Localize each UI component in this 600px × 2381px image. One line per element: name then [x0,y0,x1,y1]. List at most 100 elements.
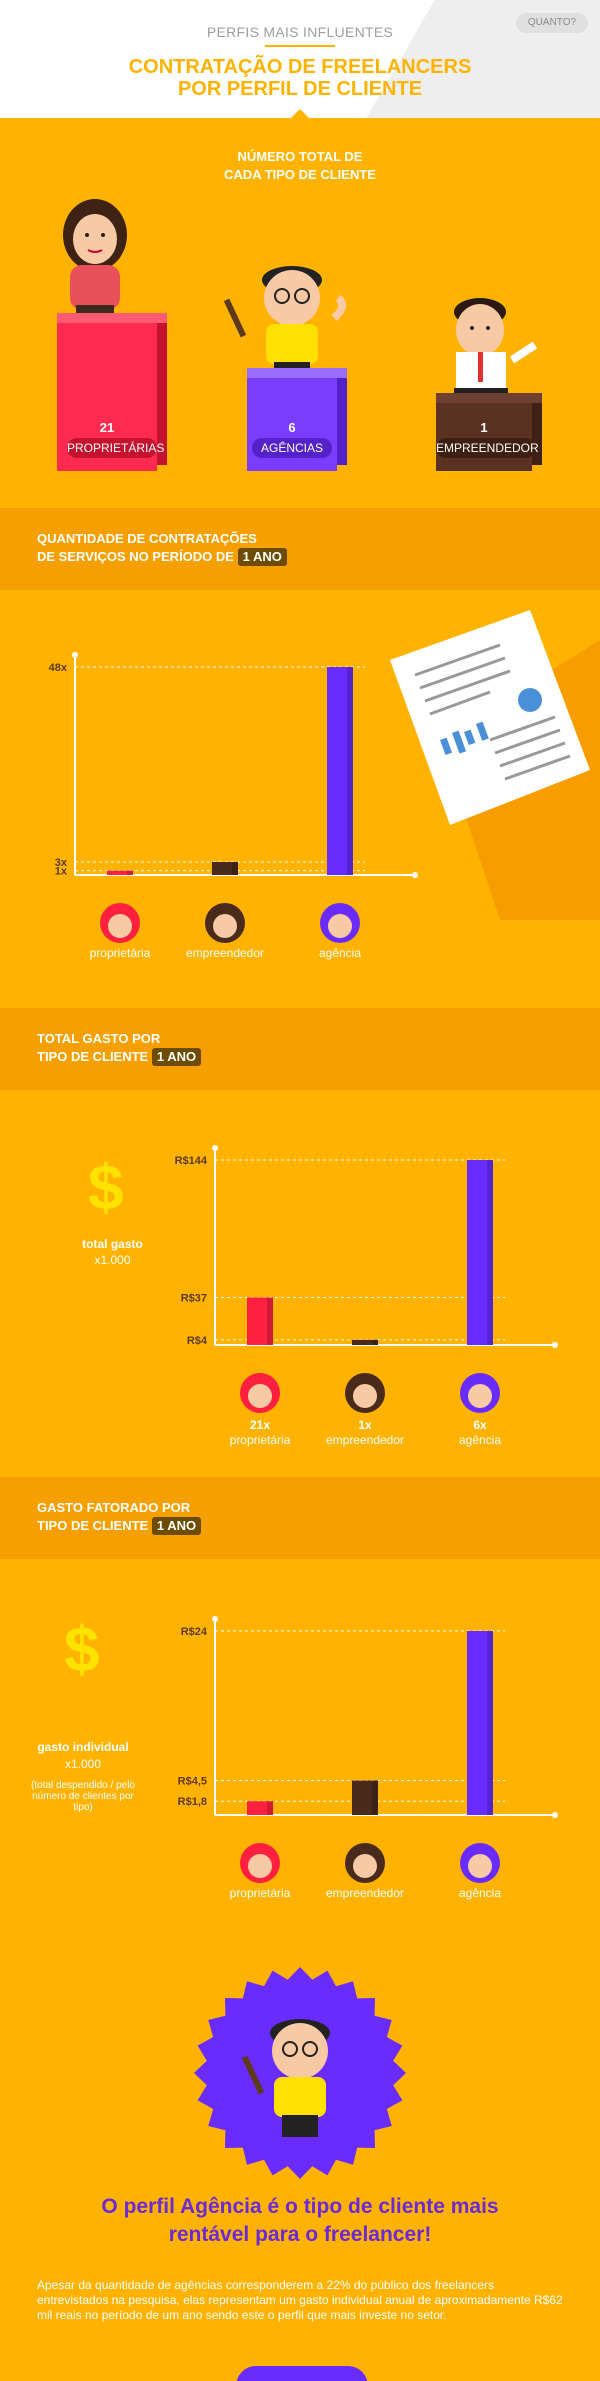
totals-title-line2: CADA TIPO DE CLIENTE [224,167,376,182]
y-tick-label: R$24 [181,1626,208,1638]
bar-1 [247,1297,273,1345]
category-label: proprietária [230,1433,291,1447]
avatar-face [108,914,132,938]
bar-2 [352,1339,378,1345]
billed-side-label: gasto individual [37,1740,129,1754]
bar-1 [107,870,133,875]
billed-title-line1: GASTO FATORADO POR [37,1500,191,1515]
y-tick-label: R$37 [181,1292,207,1304]
billed-title: GASTO FATORADO POR TIPO DE CLIENTE 1 ANO [37,1499,202,1535]
page-title-line1: CONTRATAÇÃO DE FREELANCERS [128,56,472,78]
agencias-count: 6 [288,420,296,435]
agencias-label: AGÊNCIAS [252,438,332,458]
bar-2 [212,862,238,875]
bar-shade [487,1631,493,1815]
y-tick-label: R$4 [187,1335,208,1347]
bar-2 [352,1780,378,1815]
contracts-period-pill: 1 ANO [237,548,287,566]
bar-shade [267,1801,273,1815]
bar-shade [347,667,353,875]
spent-band: TOTAL GASTO POR TIPO DE CLIENTE 1 ANO [0,1008,600,1090]
contracts-title: QUANTIDADE DE CONTRATAÇÕES DE SERVIÇOS N… [37,530,287,566]
bar-1 [247,1801,273,1815]
axis-end-dot [212,1145,218,1151]
dollar-icon: $ [88,1151,124,1223]
bar-3 [467,1160,493,1345]
category-label: empreendedor [326,1433,404,1447]
bar-shade [267,1297,273,1345]
spent-side-label: total gasto [82,1237,143,1251]
multiplier-label: 1x [358,1418,372,1432]
bar-shade [487,1160,493,1345]
avatar-face [353,1854,377,1878]
category-label: proprietária [90,946,151,960]
y-tick-label: 1x [55,866,68,878]
empreendedor-label: EMPREENDEDOR [436,438,539,458]
conclusion-body: Apesar da quantidade de agências corresp… [37,2278,563,2322]
spent-title-line2: TIPO DE CLIENTE [37,1049,149,1064]
y-tick-label: R$144 [175,1155,208,1167]
category-label: proprietária [230,1886,291,1900]
avatar-face [468,1384,492,1408]
axis-end-dot [552,1812,558,1818]
spent-title-line1: TOTAL GASTO POR [37,1031,161,1046]
conclusion-headline-line1: O perfil Agência é o tipo de cliente mai… [101,2195,499,2218]
header: PERFIS MAIS INFLUENTES CONTRATAÇÃO DE FR… [0,0,600,118]
conclusion-headline: O perfil Agência é o tipo de cliente mai… [0,2193,600,2249]
page-title: CONTRATAÇÃO DE FREELANCERS POR PERFIL DE… [0,56,600,100]
header-rule [265,45,335,47]
category-label: agência [459,1433,501,1447]
billed-chart-svg: R$24 R$4,5 R$1,8 proprietária empreendedor ag… [178,1616,558,1900]
y-tick-label: R$1,8 [178,1796,207,1808]
proprietarias-count: 21 [99,420,115,435]
axis-end-dot [212,1616,218,1622]
category-label: agência [459,1886,501,1900]
bar-shade [372,1339,378,1345]
report-illustration [390,610,600,920]
y-tick-label: R$4,5 [178,1776,207,1788]
billed-period-pill: 1 ANO [151,1517,202,1535]
category-label: agência [319,946,361,960]
agencia-badge [194,1967,406,2179]
empreendedor-block [436,393,542,471]
share-button[interactable] [236,2366,368,2381]
y-tick-label: 48x [49,662,68,674]
billed-side-sub: x1.000 [64,1757,102,1771]
multiplier-label: 6x [473,1418,487,1432]
category-label: empreendedor [186,946,264,960]
axis-end-dot [72,652,78,658]
bar-shade [232,862,238,875]
avatar-face [248,1854,272,1878]
totals-title: NÚMERO TOTAL DE CADA TIPO DE CLIENTE [0,148,600,184]
empreendedor-count: 1 [480,420,488,435]
billed-title-line2: TIPO DE CLIENTE [37,1518,149,1533]
y-tick-label: 3x [55,857,68,869]
avatar-face [353,1384,377,1408]
contracts-band: QUANTIDADE DE CONTRATAÇÕES DE SERVIÇOS N… [0,508,600,590]
conclusion-headline-line2: rentável para o freelancer! [168,2223,432,2246]
axis-end-dot [552,1342,558,1348]
billed-side-note: (total despendido / pelo número de clien… [31,1780,135,1813]
bar-shade [372,1780,378,1815]
spent-period-pill: 1 ANO [151,1048,202,1066]
quanto-button[interactable]: QUANTO? [516,13,588,33]
contracts-title-line2-row: DE SERVIÇOS NO PERÍODO DE 1 ANO [37,548,287,566]
contracts-title-line1: QUANTIDADE DE CONTRATAÇÕES [37,531,257,546]
bar-3 [327,667,353,875]
spent-title: TOTAL GASTO POR TIPO DE CLIENTE 1 ANO [37,1030,202,1066]
spent-side-sub: x1.000 [94,1253,131,1267]
bar-3 [467,1631,493,1815]
proprietarias-label: PROPRIETÁRIAS [67,438,164,458]
totals-title-line1: NÚMERO TOTAL DE [237,149,363,164]
billed-band: GASTO FATORADO POR TIPO DE CLIENTE 1 ANO [0,1477,600,1559]
empreendedor-illustration [454,298,538,408]
dollar-icon: $ [64,1613,100,1685]
avatar-face [468,1854,492,1878]
billed-title-line2-row: TIPO DE CLIENTE 1 ANO [37,1517,202,1535]
avatar-face [328,914,352,938]
avatar-face [248,1384,272,1408]
multiplier-label: 21x [250,1418,270,1432]
